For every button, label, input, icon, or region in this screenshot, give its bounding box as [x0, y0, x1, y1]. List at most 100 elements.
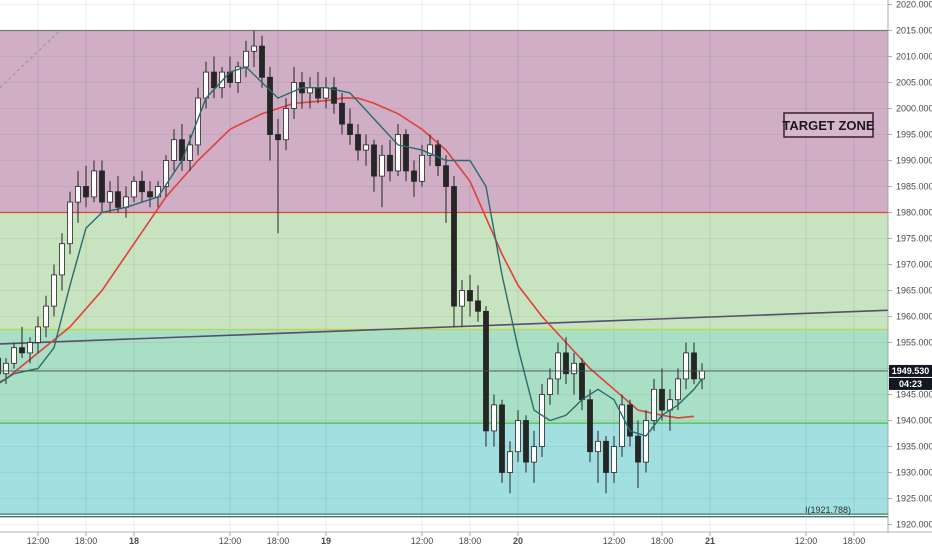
- candle-body: [515, 420, 521, 453]
- candle: [267, 66, 273, 161]
- candle: [467, 274, 473, 317]
- bar-countdown: 04:23: [899, 379, 922, 389]
- candle: [475, 285, 481, 322]
- candle-body: [243, 50, 249, 68]
- candle-body: [115, 191, 121, 208]
- candle-body: [403, 134, 409, 172]
- candle: [427, 134, 433, 166]
- candle-body: [531, 446, 537, 463]
- candle: [171, 129, 177, 171]
- x-tick-label: 12:00: [411, 536, 434, 546]
- candle-body: [203, 71, 209, 99]
- candle-body: [435, 144, 441, 167]
- candle: [195, 87, 201, 156]
- candle-body: [499, 404, 505, 473]
- candle-body: [419, 154, 425, 182]
- candle: [115, 176, 121, 213]
- zone-band-1: [0, 212, 888, 330]
- candle: [259, 35, 265, 88]
- candle-body: [355, 134, 361, 151]
- candle-body: [523, 420, 529, 463]
- trendline[interactable]: [0, 308, 903, 346]
- candle: [331, 77, 337, 114]
- y-tick-label: 1970.000: [896, 260, 932, 270]
- candle-body: [67, 201, 73, 245]
- candle: [603, 436, 609, 494]
- x-axis-ticks: 12:00 18:00 18 12:00 18:00 19 12:00 18:00 20 12:0…: [27, 532, 866, 546]
- candle-body: [587, 399, 593, 453]
- zone-band-3: [0, 423, 888, 515]
- candle-body: [283, 108, 289, 141]
- candle: [523, 415, 529, 473]
- candle-body: [467, 290, 473, 302]
- target-zone-label[interactable]: TARGET ZONE: [782, 112, 875, 138]
- candle-body: [347, 123, 353, 135]
- y-tick-label: 1980.000: [896, 208, 932, 218]
- y-tick-label: 2010.000: [896, 52, 932, 62]
- candle-body: [171, 139, 177, 161]
- candle: [147, 181, 153, 208]
- price-axis[interactable]: 2020.000 2015.000 2010.000 2005.000 2000.000…: [887, 0, 932, 532]
- candle: [251, 30, 257, 67]
- candle-body: [675, 378, 681, 401]
- candle-body: [491, 404, 497, 432]
- candle-body: [211, 71, 217, 89]
- candle-body: [91, 170, 97, 198]
- candle-body: [611, 446, 617, 473]
- candle: [275, 118, 281, 234]
- y-tick-label: 1940.000: [896, 416, 932, 426]
- candle: [19, 326, 25, 359]
- candle-body: [35, 326, 41, 343]
- candle: [291, 66, 297, 119]
- candle: [91, 160, 97, 203]
- candle-body: [635, 435, 641, 463]
- candle: [443, 155, 449, 223]
- candle: [11, 342, 17, 369]
- candle: [459, 280, 465, 327]
- y-tick-label: 1930.000: [896, 468, 932, 478]
- candle-body: [331, 87, 337, 104]
- candle: [571, 352, 577, 395]
- x-tick-label: 18:00: [843, 536, 866, 546]
- moving-average-fast: [0, 66, 703, 437]
- candle-body: [59, 243, 65, 276]
- candle: [35, 316, 41, 353]
- last-price-value: 1949.530: [892, 366, 930, 376]
- candle-body: [43, 305, 49, 328]
- x-tick-label: 20: [513, 536, 523, 546]
- y-tick-label: 1985.000: [896, 182, 932, 192]
- candle-body: [131, 180, 137, 198]
- candle-body: [3, 362, 9, 375]
- candle-body: [699, 370, 705, 380]
- candle-body: [195, 97, 201, 146]
- candle: [107, 181, 113, 213]
- candle-body: [123, 196, 129, 208]
- candle: [283, 98, 289, 151]
- candle: [163, 155, 169, 197]
- candle-body: [275, 134, 281, 141]
- candle: [555, 342, 561, 395]
- candle-body: [83, 186, 89, 198]
- candle-body: [627, 404, 633, 437]
- candle: [595, 430, 601, 483]
- candle-body: [163, 160, 169, 187]
- candle: [627, 399, 633, 447]
- candle: [379, 144, 385, 208]
- time-axis[interactable]: 12:00 18:00 18 12:00 18:00 19 12:00 18:00 20 12:0…: [0, 531, 932, 550]
- candle: [43, 295, 49, 338]
- candle: [515, 410, 521, 463]
- target-zone-text: TARGET ZONE: [782, 118, 875, 133]
- candle-body: [19, 347, 25, 354]
- moving-average-slow: [0, 97, 695, 419]
- candle-body: [571, 362, 577, 375]
- candle: [371, 139, 377, 192]
- candle-body: [387, 154, 393, 172]
- x-tick-label: 19: [321, 536, 331, 546]
- candle: [675, 368, 681, 411]
- candle: [483, 306, 489, 447]
- candle-body: [187, 144, 193, 161]
- candle-body: [539, 394, 545, 447]
- candle: [547, 368, 553, 405]
- candle: [363, 134, 369, 166]
